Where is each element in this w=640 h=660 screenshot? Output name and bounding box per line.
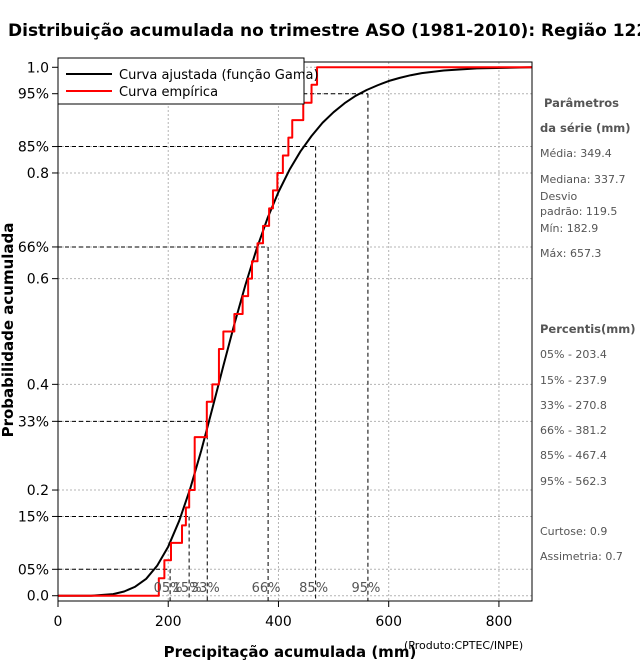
stat-desvio-line1: Desvio bbox=[540, 190, 578, 203]
y-tick-label: 15% bbox=[18, 509, 49, 525]
y-tick-label: 95% bbox=[18, 87, 49, 103]
series-layer bbox=[58, 66, 533, 597]
y-tick-label: 0.6 bbox=[27, 272, 49, 288]
y-tick-label: 66% bbox=[18, 240, 49, 256]
x-tick-label: 200 bbox=[155, 614, 182, 630]
x-tick-label: 800 bbox=[486, 614, 513, 630]
y-axis: 0.0 05% 15% 0.2 33% 0.4 0.6 66% 0.8 85% 95% 1.0 bbox=[18, 60, 58, 605]
percentile-marker-label: 33% bbox=[191, 581, 220, 596]
stat-min: Mín: 182.9 bbox=[540, 222, 598, 235]
x-axis: 0 200 400 600 800 bbox=[54, 601, 513, 630]
stat-assimetria: Assimetria: 0.7 bbox=[540, 550, 623, 563]
stat-curtose: Curtose: 0.9 bbox=[540, 525, 607, 538]
percentile-marker-label: 15% bbox=[173, 581, 202, 596]
stat-mediana: Mediana: 337.7 bbox=[540, 173, 625, 186]
percentile-marker-label: 95% bbox=[351, 581, 380, 596]
x-tick-label: 600 bbox=[375, 614, 402, 630]
params-title-line2: da série (mm) bbox=[540, 121, 631, 135]
stat-media: Média: 349.4 bbox=[540, 147, 612, 160]
x-tick-label: 0 bbox=[54, 614, 63, 630]
y-tick-label: 0.8 bbox=[27, 166, 49, 182]
legend-box bbox=[57, 57, 305, 105]
percentis-title: Percentis(mm) bbox=[540, 322, 635, 336]
percentil-15: 15% - 237.9 bbox=[540, 374, 607, 387]
grid bbox=[57, 62, 532, 601]
plot-frame bbox=[57, 61, 533, 602]
x-axis-title: Precipitação acumulada (mm) bbox=[164, 643, 417, 660]
y-tick-label: 1.0 bbox=[27, 60, 49, 76]
y-tick-label: 85% bbox=[18, 140, 49, 156]
percentile-marker-label: 66% bbox=[252, 581, 281, 596]
percentil-85: 85% - 467.4 bbox=[540, 449, 607, 462]
x-tick-label: 400 bbox=[265, 614, 292, 630]
legend-label-empirical: Curva empírica bbox=[119, 85, 218, 100]
y-tick-label: 33% bbox=[18, 414, 49, 430]
legend: Curva ajustada (função Gama) Curva empír… bbox=[57, 57, 319, 105]
percentil-66: 66% - 381.2 bbox=[540, 424, 607, 437]
percentile-guides bbox=[58, 93, 369, 601]
percentil-33: 33% - 270.8 bbox=[540, 399, 607, 412]
empirical-step-curve bbox=[58, 66, 532, 597]
percentile-labels: 05%15%33% 66% 85% 95% bbox=[154, 581, 381, 596]
chart-title: Distribuição acumulada no trimestre ASO … bbox=[8, 21, 640, 41]
credit-text: (Produto:CPTEC/INPE) bbox=[404, 639, 523, 652]
percentil-95: 95% - 562.3 bbox=[540, 475, 607, 488]
percentile-marker-label: 85% bbox=[299, 581, 328, 596]
y-tick-label: 05% bbox=[18, 562, 49, 578]
percentile-marker-label: 05% bbox=[154, 581, 183, 596]
sidebar-stats: Parâmetros da série (mm) Média: 349.4 Me… bbox=[540, 96, 635, 563]
y-tick-label: 0.4 bbox=[27, 377, 49, 393]
legend-label-fitted: Curva ajustada (função Gama) bbox=[119, 68, 319, 83]
stat-desvio-line2: padrão: 119.5 bbox=[540, 205, 617, 218]
stat-max: Máx: 657.3 bbox=[540, 247, 601, 260]
y-axis-title: Probabilidade acumulada bbox=[0, 223, 17, 438]
y-tick-label: 0.2 bbox=[27, 483, 49, 499]
y-tick-label: 0.0 bbox=[27, 589, 49, 605]
params-title-line1: Parâmetros bbox=[544, 96, 619, 110]
percentil-05: 05% - 203.4 bbox=[540, 348, 607, 361]
